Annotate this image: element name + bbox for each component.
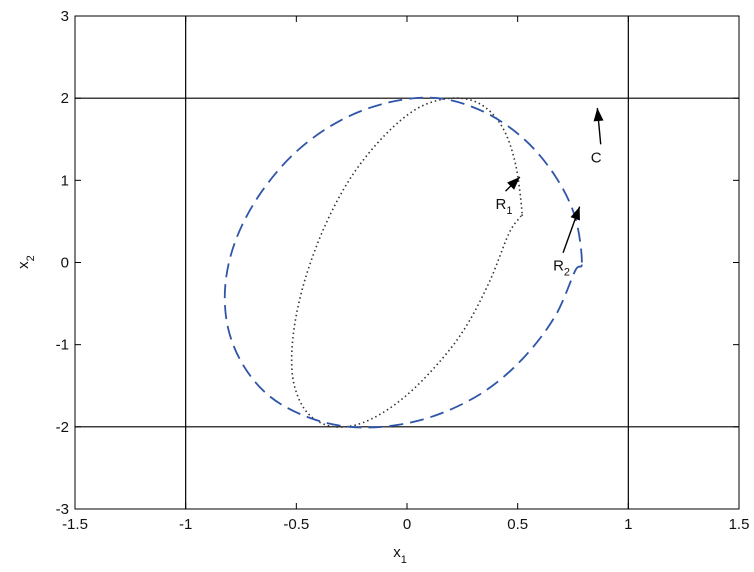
x-axis-label-main: x [393, 544, 401, 561]
y-tick-labels: -3 -2 -1 0 1 2 3 [56, 8, 69, 518]
series-r2-curve [223, 96, 583, 429]
annotation-label: R2 [553, 258, 570, 279]
constraint-set-c [75, 16, 739, 509]
y-tick-label: -3 [56, 501, 69, 518]
plot-area [74, 15, 740, 510]
annotation-label: R1 [496, 196, 513, 217]
y-axis-label-sub: 2 [25, 255, 37, 261]
y-axis-label-main: x [15, 261, 32, 269]
x-tick-label: -1 [179, 516, 192, 533]
annotation-c: C [591, 107, 604, 166]
arrow-head-icon [570, 206, 580, 221]
y-tick-label: 1 [61, 172, 69, 189]
x-tick-label: -1.5 [62, 516, 88, 533]
x-tick-label: 0 [403, 516, 411, 533]
arrow-head-icon [507, 177, 520, 190]
x-tick-label: 0.5 [507, 516, 528, 533]
axis-ticks [74, 15, 740, 510]
y-axis-label: x2 [15, 255, 37, 269]
series-r1-curve [290, 97, 524, 428]
x-axis-label-sub: 1 [401, 554, 407, 566]
y-tick-label: -2 [56, 419, 69, 436]
annotations: R1 R2 C [496, 107, 604, 279]
y-tick-label: 0 [61, 255, 69, 272]
y-tick-label: 3 [61, 8, 69, 25]
x-tick-labels: -1.5 -1 -0.5 0 0.5 1 1.5 [62, 516, 749, 533]
annotation-r2: R2 [553, 206, 581, 279]
arrow-head-icon [593, 108, 604, 122]
annotation-r1: R1 [496, 176, 521, 217]
y-tick-label: 2 [61, 90, 69, 107]
annotation-label: C [591, 149, 602, 166]
y-tick-label: -1 [56, 337, 69, 354]
x-tick-label: 1 [624, 516, 632, 533]
x-axis-label: x1 [393, 544, 407, 566]
x-tick-label: 1.5 [729, 516, 750, 533]
x-tick-label: -0.5 [283, 516, 309, 533]
series-layer [223, 96, 583, 429]
